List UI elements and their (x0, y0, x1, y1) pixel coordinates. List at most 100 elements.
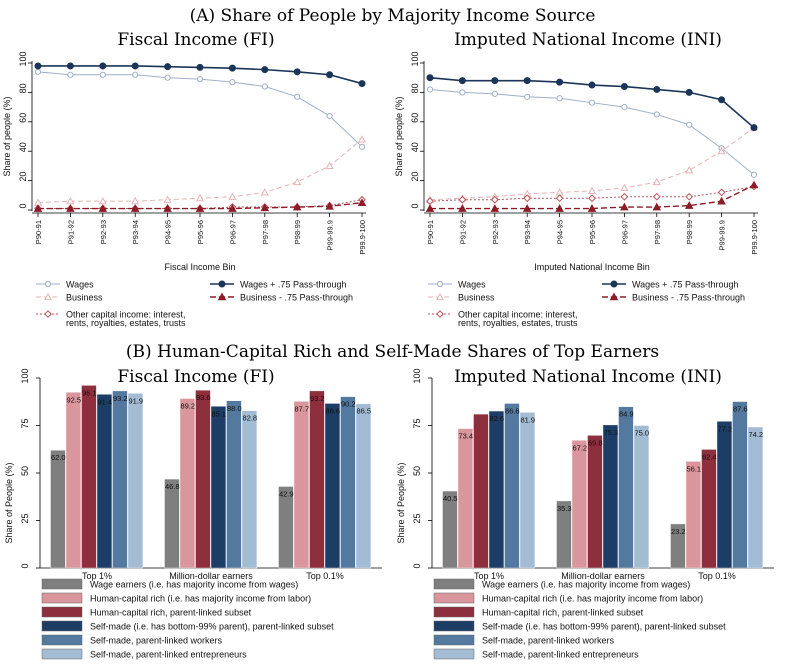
ini-bar-ytick-label: 25 (412, 513, 422, 523)
fi-line-point-business_pt (66, 204, 75, 212)
ini-line-point-business (587, 186, 597, 194)
fi-line-point-business_pt (163, 204, 172, 212)
ini-line-legend-other-cap-line2: rents, royalties, estates, trusts (458, 318, 578, 328)
fi-bar-legend-swatch-bar_sm_workers (41, 634, 83, 646)
ini-line-point-other_cap (588, 194, 596, 203)
ini-bar-ytick-label: 50 (412, 466, 422, 476)
ini-bar-legend-swatch-bar_hc_sub (433, 606, 475, 618)
fi-bar-bar-label: 86.5 (356, 407, 371, 416)
fi-line-point-business (325, 161, 334, 169)
fi-line-xtick-label: P94-95 (164, 220, 173, 244)
ini-line-point-wages (653, 111, 660, 118)
ini-line-point-wages (491, 90, 498, 97)
fi-line-x-axis-label: Fiscal Income Bin (164, 262, 235, 272)
ini-line-xtick-label: P95-96 (588, 220, 597, 244)
fi-line-legend-other-cap-marker (44, 310, 52, 318)
ini-line-ytick-label: 20 (410, 172, 420, 182)
ini-line-point-business_pt (620, 202, 629, 211)
ini-bar-bar-label: 67.2 (572, 443, 587, 452)
panel-a-right-title: Imputed National Income (INI) (454, 30, 722, 50)
ini-line-ytick-label: 0 (410, 203, 420, 208)
ini-bar-legend-label-bar_sm_workers: Self-made, parent-linked workers (482, 636, 615, 646)
ini-line-point-wages_pt (685, 88, 693, 96)
ini-line-legend-wages-pt-marker (610, 280, 618, 288)
fi-bar-bar-label: 62.0 (51, 453, 66, 462)
fi-line-point-business (163, 195, 172, 203)
ini-line-ytick-label: 80 (410, 83, 420, 93)
ini-bar-bar-label: 56.1 (686, 464, 701, 473)
ini-bar-bar-bar_hc_sub (587, 435, 603, 569)
fi-line-point-wages_pt (131, 62, 139, 70)
ini-line-point-business_pt (490, 204, 500, 212)
ini-line-legend-wages-marker (436, 280, 444, 288)
fi-line-ytick-label: 0 (18, 203, 28, 208)
fi-bar-bar-label: 46.8 (165, 482, 180, 491)
ini-line-point-wages (426, 86, 434, 93)
ini-line-point-other_cap (652, 192, 661, 201)
ini-bar-bar-bar_sm_sub (716, 421, 733, 569)
fi-line-point-wages (261, 83, 268, 90)
ini-bar-legend-label-bar_wage: Wage earners (i.e. has majority income f… (482, 580, 690, 590)
ini-line-xtick-label: P97-98 (653, 220, 662, 244)
ini-bar-bar-bar_hc (457, 428, 474, 569)
ini-line-point-business_pt (425, 204, 435, 212)
fi-line-legend-wages-marker (44, 280, 52, 288)
fi-line-point-wages (294, 93, 301, 100)
fi-bar-legend-swatch-bar_wage (41, 578, 83, 590)
fi-line-point-business (131, 196, 140, 205)
fi-line-xtick-label: P93-94 (131, 220, 140, 244)
ini-line-point-wages (588, 99, 596, 106)
ini-line-point-wages (686, 121, 693, 128)
fi-bar-bar-bar_hc_sub (195, 389, 211, 569)
fi-bar-legend-swatch-bar_hc (41, 592, 83, 604)
fi-bar-bar-bar_sm_workers (226, 400, 242, 569)
fi-bar-bar-label: 93.6 (196, 393, 211, 402)
ini-line-legend-other-cap-marker (436, 310, 444, 318)
fi-bar-bar-label: 91.9 (128, 396, 143, 405)
ini-line-legend-wages-pt-label: Wages + .75 Pass-through (632, 280, 738, 290)
ini-line-legend-other-cap-label: Other capital income: interest, (458, 310, 578, 320)
ini-bar-legend-label-bar_hc: Human-capital rich (i.e. has majority in… (482, 594, 703, 604)
ini-bar-bar-label: 77.2 (717, 424, 732, 433)
ini-bar-bar-label: 23.2 (671, 527, 686, 536)
ini-bar-bar-bar_sm_sub (602, 424, 619, 569)
fi-line-point-business_pt (130, 204, 140, 212)
ini-line-point-business (620, 183, 629, 192)
fi-line-legend-other-cap-label: Other capital income: interest, (66, 310, 186, 320)
fi-line-xtick-label: P90-91 (34, 220, 43, 244)
fi-line-point-wages (164, 74, 171, 81)
fi-line-point-wages_pt (358, 80, 366, 88)
ini-line-point-wages (621, 104, 628, 111)
fi-bar-legend-swatch-bar_hc_sub (41, 606, 83, 618)
fi-bar-bar-bar_hc (179, 398, 196, 569)
fi-bar-bar-label: 96.1 (82, 388, 97, 397)
ini-line-xtick-label: P93-94 (523, 220, 532, 244)
fi-bar-category-label: Million-dollar earners (169, 571, 253, 581)
ini-line-point-wages_pt (426, 74, 434, 82)
ini-line-point-business (717, 146, 726, 155)
fi-bar-bar-bar_sm_sub (210, 406, 227, 569)
fi-line-point-wages (34, 68, 42, 75)
fi-line-legend-other-cap-line2: rents, royalties, estates, trusts (66, 318, 186, 328)
fi-line-point-wages_pt (228, 64, 236, 72)
fi-line-point-wages_pt (34, 62, 42, 70)
ini-line-point-wages_pt (718, 96, 726, 104)
fi-bar-bar-bar_hc (293, 401, 310, 569)
fi-bar-bar-bar_sm_ent (127, 393, 144, 569)
fi-line-point-wages_pt (99, 62, 107, 70)
ini-line-point-other_cap (458, 195, 467, 204)
fi-bar-y-axis-label: Share of People (%) (4, 462, 14, 543)
fi-line-point-business (260, 188, 269, 196)
fi-bar-ytick-label: 75 (20, 418, 30, 428)
ini-line-point-wages_pt (523, 77, 531, 85)
ini-line-xtick-label: P94-95 (556, 220, 565, 244)
fi-bar-bar-label: 90.2 (341, 400, 356, 409)
fi-line-legend-wages-pt-marker (218, 280, 226, 288)
fi-bar-bar-bar_sm_workers (112, 390, 128, 569)
fi-line-legend-wages-label: Wages (66, 280, 94, 290)
fi-bar-ytick-label: 50 (20, 466, 30, 476)
fi-bar-bar-bar_hc_sub (309, 390, 325, 569)
fi-line-point-wages (132, 71, 139, 78)
ini-line-point-other_cap (620, 192, 629, 201)
